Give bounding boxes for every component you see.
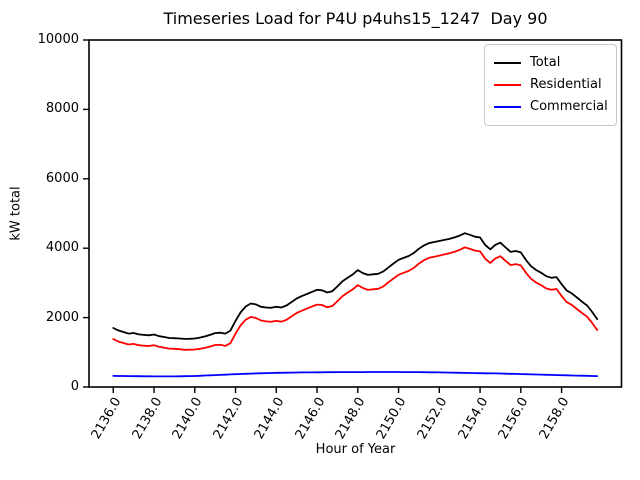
y-tick-label: 4000	[45, 240, 79, 256]
legend-item-total: Total	[494, 52, 616, 74]
axes-frame	[88, 39, 623, 388]
y-tick-label: 2000	[45, 309, 79, 325]
legend: Total Residential Commercial	[484, 44, 617, 126]
series-residential-line	[112, 246, 599, 351]
y-tick-label: 8000	[45, 101, 79, 117]
total-line-swatch	[494, 62, 521, 64]
x-axis-label: Hour of Year	[315, 442, 396, 457]
series-total-line	[112, 232, 599, 340]
series-commercial-line	[112, 371, 599, 378]
commercial-line-swatch	[494, 106, 521, 108]
legend-item-residential: Residential	[494, 74, 616, 96]
y-axis-label: kW total	[8, 186, 24, 241]
legend-item-commercial: Commercial	[494, 96, 616, 118]
y-tick-label: 10000	[37, 32, 79, 47]
legend-label-total: Total	[530, 55, 561, 70]
legend-label-commercial: Commercial	[530, 99, 608, 114]
legend-label-residential: Residential	[530, 77, 602, 92]
residential-line-swatch	[494, 84, 521, 86]
y-tick-label: 0	[70, 379, 79, 394]
chart-title: Timeseries Load for P4U p4uhs15_1247 Day…	[163, 9, 548, 28]
y-tick-label: 6000	[45, 170, 79, 186]
